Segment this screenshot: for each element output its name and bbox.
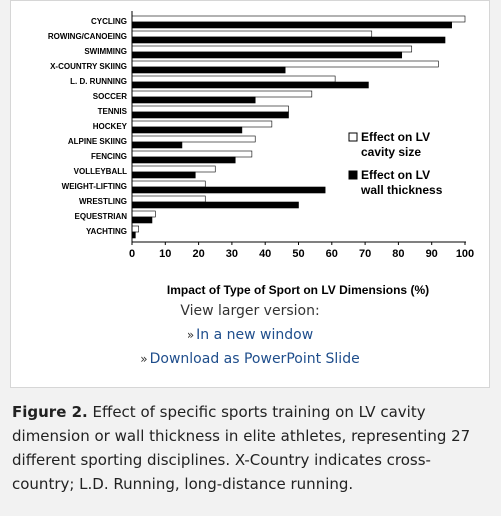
open-new-window-row: » In a new window xyxy=(11,327,489,343)
x-tick-label: 70 xyxy=(359,248,371,260)
bar-wall-thickness xyxy=(131,201,299,209)
x-tick-label: 40 xyxy=(259,248,271,260)
bar-cavity-size xyxy=(131,90,313,98)
x-tick-label: 100 xyxy=(456,248,474,260)
bar-cavity-size xyxy=(131,75,336,83)
bar-cavity-size xyxy=(131,225,139,233)
x-tick-label: 0 xyxy=(129,248,135,260)
bar-wall-thickness xyxy=(131,111,289,119)
legend-label: Effect on LV xyxy=(361,130,430,144)
category-label: HOCKEY xyxy=(93,122,128,131)
figure-caption: Figure 2. Effect of specific sports trai… xyxy=(12,400,488,496)
figure-card: CYCLING ROWING/CANOEING SWIMMING X-COUNTRY … xyxy=(10,0,490,388)
category-label: EQUESTRIAN xyxy=(75,212,128,221)
category-label: X-COUNTRY SKIING xyxy=(50,62,127,71)
category-label: YACHTING xyxy=(86,227,127,236)
download-ppt-row: » Download as PowerPoint Slide xyxy=(11,351,489,367)
category-label: SWIMMING xyxy=(84,47,127,56)
bar-cavity-size xyxy=(131,165,216,173)
category-label: FENCING xyxy=(91,152,127,161)
bar-wall-thickness xyxy=(131,186,326,194)
category-label: WRESTLING xyxy=(79,197,127,206)
view-larger-label: View larger version: xyxy=(180,303,320,319)
category-label: VOLLEYBALL xyxy=(74,167,127,176)
category-label: ROWING/CANOEING xyxy=(48,32,127,41)
bar-cavity-size xyxy=(131,30,373,38)
bar-wall-thickness xyxy=(131,141,183,149)
bar-cavity-size xyxy=(131,105,289,113)
bar-cavity-size xyxy=(131,60,439,68)
bar-cavity-size xyxy=(131,150,253,158)
category-label: SOCCER xyxy=(93,92,127,101)
x-tick-label: 60 xyxy=(326,248,338,260)
bar-wall-thickness xyxy=(131,81,369,89)
bar-wall-thickness xyxy=(131,51,403,59)
caption-label: Figure 2. xyxy=(12,403,88,421)
x-tick-label: 10 xyxy=(159,248,171,260)
bar-cavity-size xyxy=(131,135,256,143)
chevron-right-icon: » xyxy=(186,328,195,342)
caption-text: Effect of specific sports training on LV… xyxy=(12,403,471,493)
bar-cavity-size xyxy=(131,210,156,218)
bar-wall-thickness xyxy=(131,96,256,104)
x-tick-label: 30 xyxy=(226,248,238,260)
category-label: ALPINE SKIING xyxy=(68,137,127,146)
open-new-window-link[interactable]: In a new window xyxy=(196,327,314,343)
legend-label: wall thickness xyxy=(360,183,443,197)
bar-cavity-size xyxy=(131,120,273,128)
bar-wall-thickness xyxy=(131,21,452,29)
bar-cavity-size xyxy=(131,15,466,23)
bar-wall-thickness xyxy=(131,66,286,74)
bar-wall-thickness xyxy=(131,216,153,224)
x-axis-title: Impact of Type of Sport on LV Dimensions… xyxy=(167,283,429,297)
x-tick-label: 80 xyxy=(392,248,404,260)
x-tick-label: 50 xyxy=(292,248,304,260)
legend-label: Effect on LV xyxy=(361,168,430,182)
bar-wall-thickness xyxy=(131,171,196,179)
x-tick-label: 20 xyxy=(192,248,204,260)
legend-swatch xyxy=(348,170,358,180)
bar-cavity-size xyxy=(131,180,206,188)
bar-wall-thickness xyxy=(131,126,243,134)
chevron-right-icon: » xyxy=(140,352,148,366)
category-label: TENNIS xyxy=(98,107,128,116)
download-ppt-link[interactable]: Download as PowerPoint Slide xyxy=(149,351,360,367)
x-tick-label: 90 xyxy=(426,248,438,260)
category-label: L. D. RUNNING xyxy=(70,77,127,86)
bar-cavity-size xyxy=(131,45,413,53)
lv-dimensions-chart: CYCLING ROWING/CANOEING SWIMMING X-COUNTRY … xyxy=(48,11,474,297)
bar-cavity-size xyxy=(131,195,206,203)
category-label: CYCLING xyxy=(91,17,127,26)
legend-swatch xyxy=(348,132,358,142)
legend-label: cavity size xyxy=(361,145,421,159)
category-label: WEIGHT-LIFTING xyxy=(62,182,127,191)
bar-wall-thickness xyxy=(131,156,236,164)
bar-wall-thickness xyxy=(131,36,446,44)
